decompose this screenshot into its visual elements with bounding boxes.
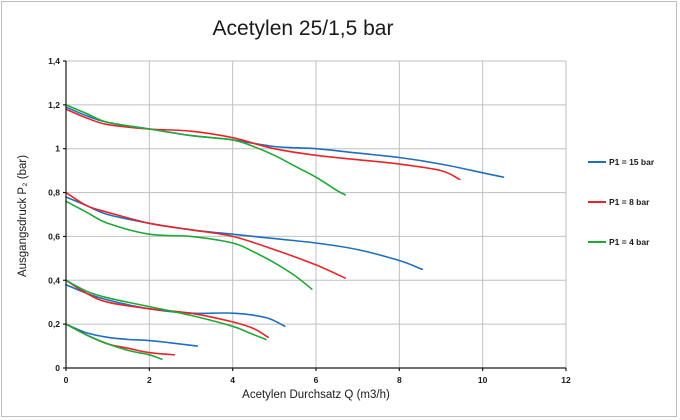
y-tick-label: 0,6 bbox=[48, 231, 60, 241]
series-1-curve-3 bbox=[65, 283, 286, 328]
series-1-curve-1 bbox=[65, 106, 505, 178]
legend-label: P1 = 4 bar bbox=[609, 237, 650, 247]
series-1 bbox=[65, 106, 505, 347]
x-tick-label: 0 bbox=[64, 375, 69, 385]
y-tick-label: 1,4 bbox=[48, 56, 60, 66]
series-3 bbox=[65, 104, 346, 360]
series-2-curve-2 bbox=[65, 191, 346, 279]
x-tick-labels: 0 2 4 6 8 10 12 bbox=[64, 375, 571, 385]
series-layer bbox=[65, 104, 505, 360]
y-tick-labels: 0 0,2 0,4 0,6 0,8 1 1,2 1,4 bbox=[48, 56, 60, 373]
legend-label: P1 = 15 bar bbox=[609, 157, 655, 167]
series-2-curve-1 bbox=[65, 108, 461, 181]
legend-item-1: P1 = 15 bar bbox=[588, 157, 655, 167]
y-axis-label: Ausgangsdruck P₂ (bar) bbox=[17, 155, 29, 277]
series-3-curve-4 bbox=[65, 323, 163, 360]
x-tick-label: 4 bbox=[230, 375, 235, 385]
x-axis-label: Acetylen Durchsatz Q (m3/h) bbox=[242, 389, 390, 401]
x-tick-label: 10 bbox=[478, 375, 488, 385]
y-tick-label: 1,2 bbox=[48, 100, 60, 110]
y-tick-label: 0,8 bbox=[48, 188, 60, 198]
series-1-curve-4 bbox=[65, 323, 199, 347]
chart-title: Acetylen 25/1,5 bar bbox=[213, 17, 394, 40]
legend: P1 = 15 bar P1 = 8 bar P1 = 4 bar bbox=[588, 157, 655, 247]
x-tick-label: 8 bbox=[397, 375, 402, 385]
legend-item-2: P1 = 8 bar bbox=[588, 197, 650, 207]
y-tick-label: 0 bbox=[55, 363, 60, 373]
legend-label: P1 = 8 bar bbox=[609, 197, 650, 207]
grid bbox=[66, 60, 567, 368]
y-tick-label: 0,2 bbox=[48, 319, 60, 329]
series-3-curve-1 bbox=[65, 104, 346, 196]
x-tick-label: 2 bbox=[147, 375, 152, 385]
legend-item-3: P1 = 4 bar bbox=[588, 237, 650, 247]
series-2 bbox=[65, 108, 461, 356]
x-tick-label: 6 bbox=[314, 375, 319, 385]
x-tick-label: 12 bbox=[561, 375, 571, 385]
series-1-curve-2 bbox=[65, 196, 424, 271]
y-tick-label: 0,4 bbox=[48, 275, 60, 285]
series-3-curve-2 bbox=[65, 200, 313, 290]
y-tick-label: 1 bbox=[55, 144, 60, 154]
axes bbox=[63, 60, 567, 371]
series-3-curve-3 bbox=[65, 279, 267, 341]
